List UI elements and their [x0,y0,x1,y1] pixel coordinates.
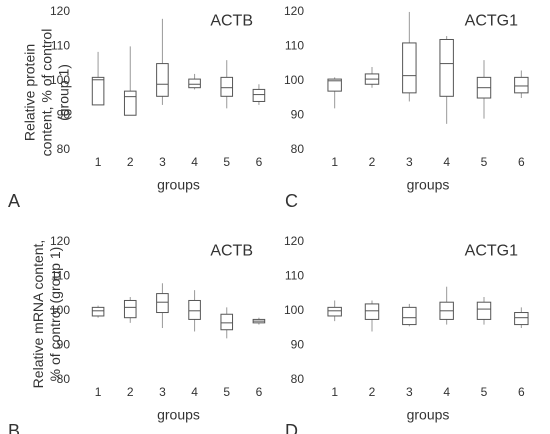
panel-letter: A [8,191,20,211]
x-tick-label: 4 [191,385,198,399]
box [364,303,380,320]
box [156,63,169,97]
x-tick-label: 1 [331,155,338,169]
y-tick-label: 120 [50,4,70,18]
x-tick-label: 4 [443,385,450,399]
y-tick-label: 100 [50,73,70,87]
y-axis-label: Relative protein content, % of control (… [21,28,72,157]
y-tick-label: 120 [284,234,304,248]
x-tick-label: 4 [191,155,198,169]
x-tick-label: 3 [406,385,413,399]
x-axis-label: groups [407,177,450,193]
y-tick-label: 120 [50,234,70,248]
box [327,306,342,317]
box [188,78,201,89]
x-tick-label: 6 [518,155,525,169]
x-tick-label: 3 [406,155,413,169]
x-tick-label: 5 [481,385,488,399]
box [514,76,529,94]
box [91,76,105,106]
x-tick-label: 3 [159,385,166,399]
y-tick-label: 100 [50,303,70,317]
panel-title: ACTB [210,243,253,260]
x-tick-label: 2 [369,155,376,169]
x-tick-label: 2 [369,385,376,399]
x-tick-label: 5 [481,155,488,169]
x-axis-label: groups [407,407,450,423]
x-tick-label: 4 [443,155,450,169]
panel-title: ACTB [210,13,253,30]
box [402,42,417,94]
y-tick-label: 110 [285,39,304,53]
box [123,90,137,116]
y-tick-label: 110 [285,269,304,283]
x-tick-label: 6 [256,155,263,169]
x-tick-label: 6 [518,385,525,399]
panel-letter: B [8,421,20,434]
y-tick-label: 120 [284,4,304,18]
y-tick-label: 110 [51,269,70,283]
y-tick-label: 90 [291,337,305,351]
y-tick-label: 90 [57,107,71,121]
box [220,76,234,97]
x-axis-label: groups [157,407,200,423]
panel-letter: D [285,421,298,434]
x-tick-label: 6 [256,385,263,399]
panel-title: ACTG1 [465,243,518,260]
panel-letter: C [285,191,298,211]
box [188,299,201,320]
x-axis-label: groups [157,177,200,193]
y-tick-label: 90 [57,337,71,351]
panel-title: ACTG1 [465,13,518,30]
x-tick-label: 1 [331,385,338,399]
y-tick-label: 90 [291,107,305,121]
y-tick-label: 80 [291,142,305,156]
x-tick-label: 5 [223,385,230,399]
box [156,293,169,314]
y-tick-label: 80 [291,372,305,386]
y-tick-label: 100 [284,73,304,87]
box [91,306,105,317]
x-tick-label: 5 [223,155,230,169]
y-tick-label: 100 [284,303,304,317]
x-tick-label: 2 [127,385,134,399]
x-tick-label: 1 [95,155,102,169]
y-tick-label: 110 [51,39,70,53]
x-tick-label: 2 [127,155,134,169]
box [514,312,529,326]
y-axis-label: Relative mRNA content, % of control (gro… [30,239,63,389]
box [220,313,234,331]
box [252,88,266,102]
x-tick-label: 1 [95,385,102,399]
y-tick-label: 80 [57,142,71,156]
x-tick-label: 3 [159,155,166,169]
box [476,301,492,320]
box [439,38,454,97]
box [123,299,137,319]
box [327,78,342,92]
y-tick-label: 80 [57,372,71,386]
box [402,306,417,326]
